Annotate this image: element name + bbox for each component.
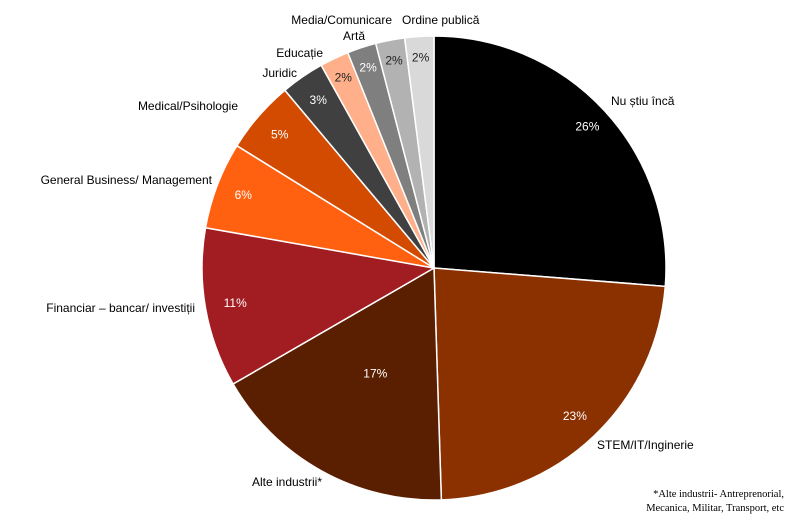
category-label-general-business-management: General Business/ Management — [41, 173, 213, 187]
footnote-line-2: Mecanica, Militar, Transport, etc — [646, 503, 784, 514]
percent-label-general-business-management: 6% — [235, 188, 253, 202]
category-label-stem-it-inginerie: STEM/IT/Inginerie — [597, 438, 694, 452]
pie-slice-financiar-bancar-investitii — [201, 226, 437, 386]
category-label-nu-stiu-inca: Nu știu încă — [611, 94, 675, 108]
percent-label-stem-it-inginerie: 23% — [563, 409, 587, 423]
percent-label-educatie: 2% — [335, 70, 353, 84]
category-label-media-comunicare: Media/Comunicare — [291, 13, 392, 27]
footnote-line-1: *Alte industrii- Antreprenorial, — [653, 489, 784, 500]
pie-slice-alte-industrii — [232, 266, 443, 501]
category-label-juridic: Juridic — [262, 66, 297, 80]
category-labels: Nu știu încă STEM/IT/Inginerie Alte indust… — [41, 13, 694, 489]
category-label-alte-industrii: Alte industrii* — [252, 475, 322, 489]
percent-labels: 26% 23% 17% 11% 6% 5% 3% 2% 2% 2% 2% — [224, 50, 600, 423]
pie-slice-ordine-publica — [403, 35, 435, 269]
percent-label-nu-stiu-inca: 26% — [575, 119, 599, 133]
pie-slice-nu-stiu-inca — [433, 35, 667, 288]
category-label-educatie: Educație — [276, 46, 323, 60]
percent-label-arta: 2% — [359, 60, 377, 74]
category-label-medical-psihologie: Medical/Psihologie — [138, 99, 238, 113]
percent-label-media-comunicare: 2% — [385, 54, 403, 68]
footnote: *Alte industrii- Antreprenorial, Mecanic… — [594, 488, 784, 516]
percent-label-medical-psihologie: 5% — [271, 127, 289, 141]
percent-label-alte-industrii: 17% — [363, 366, 387, 380]
percent-label-juridic: 3% — [310, 93, 328, 107]
percent-label-financiar-bancar-investitii: 11% — [224, 296, 247, 310]
category-label-ordine-publica: Ordine publică — [402, 13, 480, 27]
category-label-financiar-bancar-investitii: Financiar – bancar/ investiții — [46, 301, 195, 315]
category-label-arta: Artă — [343, 29, 365, 43]
pie-slice-stem-it-inginerie — [433, 267, 667, 501]
percent-label-ordine-publica: 2% — [412, 50, 430, 64]
pie-slices — [201, 35, 667, 501]
